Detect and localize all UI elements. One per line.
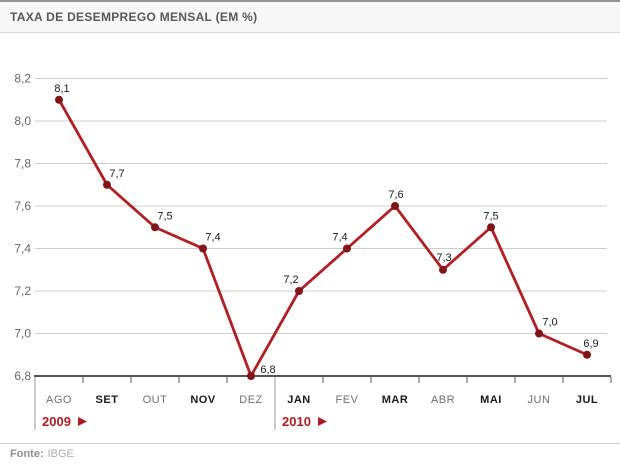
data-point-label: 6,9 <box>583 338 598 350</box>
data-point <box>103 180 111 189</box>
data-point-label: 7,6 <box>388 189 403 201</box>
data-point <box>151 223 159 232</box>
data-point <box>583 350 591 359</box>
y-axis-label: 7,6 <box>14 199 31 213</box>
data-point <box>199 244 207 253</box>
unemployment-line-chart: 8,2 8,0 7,8 7,6 7,4 7,2 7,0 6,8 AGO SET OUT NOV DEZ J… <box>14 72 612 430</box>
y-axis-label: 7,8 <box>14 157 31 171</box>
data-point <box>343 244 351 253</box>
source-label: Fonte: <box>10 448 44 460</box>
year-label: 2009 <box>42 414 71 429</box>
data-point-label: 7,0 <box>542 317 557 329</box>
y-axis-label: 7,2 <box>14 284 31 298</box>
y-axis-label: 7,4 <box>14 242 31 256</box>
data-point <box>535 329 543 338</box>
year-arrow-icon <box>78 417 87 426</box>
chart-header: TAXA DE DESEMPREGO MENSAL (EM %) <box>0 0 620 33</box>
month-label: JAN <box>287 394 311 406</box>
y-axis-label: 8,2 <box>14 72 31 86</box>
data-point <box>247 372 255 380</box>
month-label: ABR <box>431 394 455 406</box>
data-point-label: 7,3 <box>436 252 451 264</box>
data-point-label: 7,4 <box>205 232 220 244</box>
data-point <box>439 265 447 274</box>
year-label: 2010 <box>282 414 311 429</box>
data-point-label: 7,4 <box>332 232 347 244</box>
data-point-label: 7,5 <box>483 210 498 222</box>
data-point <box>295 287 303 295</box>
data-point <box>487 223 495 232</box>
month-label: MAI <box>480 394 502 406</box>
data-point-label: 7,2 <box>283 274 298 286</box>
month-label: JUN <box>528 394 551 406</box>
y-axis-label: 7,0 <box>14 327 31 341</box>
source-credit: Fonte: IBGE <box>0 444 74 460</box>
data-point-label: 7,7 <box>109 168 124 180</box>
month-label: NOV <box>190 394 216 406</box>
month-label: MAR <box>382 394 409 406</box>
chart-title: TAXA DE DESEMPREGO MENSAL (EM %) <box>10 10 258 24</box>
data-point-label: 7,5 <box>157 210 172 222</box>
month-label: OUT <box>143 394 168 406</box>
y-axis-label: 8,0 <box>14 114 31 128</box>
month-label: JUL <box>576 394 598 406</box>
month-label: AGO <box>46 394 72 406</box>
data-point <box>55 95 63 104</box>
month-label: DEZ <box>239 394 263 406</box>
data-line <box>57 98 589 378</box>
data-point-label: 8,1 <box>54 83 69 95</box>
data-point <box>391 202 399 210</box>
chart-footer: Fonte: IBGE <box>0 443 620 465</box>
month-label: FEV <box>336 394 359 406</box>
source-value: IBGE <box>47 448 74 460</box>
month-label: SET <box>96 394 119 406</box>
y-axis-label: 6,8 <box>14 369 31 383</box>
data-point-label: 6,8 <box>260 364 275 376</box>
year-arrow-icon <box>318 417 327 426</box>
